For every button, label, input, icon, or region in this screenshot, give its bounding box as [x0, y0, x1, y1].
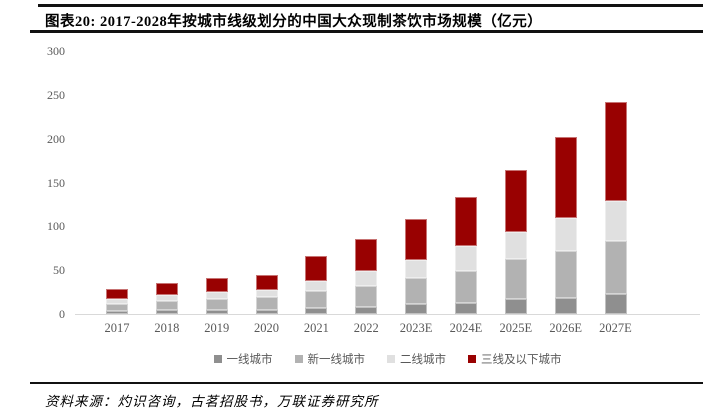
bar-segment-2025E-一线城市 [504, 299, 527, 314]
bar-segment-2020-一线城市 [255, 309, 278, 314]
bar-segment-2020-二线城市 [255, 290, 278, 298]
legend-swatch-icon [294, 355, 303, 363]
bar-segment-2025E-二线城市 [504, 232, 527, 259]
bar-segment-2021-二线城市 [305, 280, 328, 292]
bar-segment-2024E-二线城市 [454, 245, 477, 272]
legend-swatch-icon [468, 355, 476, 363]
x-axis-tick-label: 2024E [449, 321, 483, 335]
bar-segment-2021-新一线城市 [305, 291, 328, 308]
legend-item-一线城市: 一线城市 [213, 351, 273, 367]
bar-segment-2021-三线及以下城市 [305, 256, 328, 281]
bar-segment-2020-新一线城市 [255, 297, 278, 310]
bar-segment-2025E-三线及以下城市 [504, 170, 527, 233]
bar-segment-2018-一线城市 [155, 310, 178, 314]
bar-segment-2019-二线城市 [205, 292, 228, 300]
x-axis-tick-label: 2020 [254, 321, 280, 335]
x-axis-tick-label: 2026E [549, 321, 582, 335]
chart-legend: 一线城市 新一线城市 二线城市 三线及以下城市 [75, 351, 700, 367]
bar-segment-2027E-三线及以下城市 [604, 101, 627, 201]
y-axis-tick-label: 250 [47, 87, 65, 102]
y-axis-tick-label: 150 [47, 175, 65, 190]
bar-segment-2027E-一线城市 [604, 293, 627, 314]
plot-area: 0 50 100 150 200 250 300 2017 2018 2019 2020 2021 20… [47, 44, 700, 335]
legend-label: 三线及以下城市 [481, 354, 562, 366]
bar-segment-2026E-二线城市 [554, 217, 577, 251]
bar-segment-2018-二线城市 [155, 294, 178, 301]
bar-segment-2022-新一线城市 [355, 285, 378, 307]
bar-segment-2026E-三线及以下城市 [554, 136, 577, 218]
x-axis-tick-label: 2022 [353, 321, 379, 335]
y-axis-tick-label: 100 [47, 219, 65, 234]
bar-segment-2026E-一线城市 [554, 298, 577, 314]
bar-segment-2017-三线及以下城市 [106, 288, 128, 300]
y-axis-tick-label: 300 [47, 44, 65, 58]
x-axis-tick-label: 2021 [303, 321, 329, 335]
y-axis-tick-label: 200 [47, 131, 65, 146]
title-top-rule [38, 4, 703, 7]
bar-segment-2022-二线城市 [355, 271, 378, 286]
x-axis-tick-label: 2025E [499, 321, 533, 335]
bar-segment-2019-三线及以下城市 [205, 278, 228, 293]
bar-segment-2023E-三线及以下城市 [405, 219, 428, 260]
bar-segment-2026E-新一线城市 [554, 250, 577, 299]
legend-item-新一线城市: 新一线城市 [294, 351, 366, 367]
x-axis-tick-label: 2017 [104, 321, 130, 335]
legend-item-三线及以下城市: 三线及以下城市 [468, 351, 562, 367]
bar-segment-2024E-一线城市 [454, 302, 477, 314]
bar-segment-2023E-二线城市 [405, 259, 428, 279]
bar-segment-2017-一线城市 [106, 311, 128, 314]
bar-segment-2020-三线及以下城市 [255, 274, 278, 291]
legend-item-二线城市: 二线城市 [387, 351, 446, 367]
bar-segment-2019-一线城市 [205, 309, 228, 314]
bar-segment-2022-一线城市 [355, 306, 378, 314]
x-axis-tick-label: 2019 [204, 321, 230, 335]
x-axis-line [75, 314, 700, 315]
legend-label: 一线城市 [226, 354, 273, 366]
bar-segment-2019-新一线城市 [205, 299, 228, 310]
y-axis-tick-label: 50 [53, 263, 65, 278]
y-axis-tick-label: 0 [59, 307, 65, 321]
x-axis-tick-label: 2027E [599, 321, 632, 335]
bar-segment-2017-新一线城市 [106, 304, 128, 312]
bar-segment-2027E-二线城市 [604, 200, 627, 242]
bar-segment-2023E-一线城市 [405, 304, 428, 314]
bar-segment-2018-新一线城市 [155, 300, 178, 311]
bar-segment-2025E-新一线城市 [504, 258, 527, 300]
x-axis-tick-label: 2023E [399, 321, 433, 335]
bar-segment-2024E-新一线城市 [454, 271, 477, 303]
bar-segment-2027E-新一线城市 [604, 241, 627, 294]
bar-segment-2023E-新一线城市 [405, 278, 428, 305]
x-axis-tick-label: 2018 [154, 321, 180, 335]
legend-swatch-icon [387, 355, 395, 363]
bar-segment-2017-二线城市 [106, 299, 128, 305]
bar-segment-2021-一线城市 [305, 307, 328, 314]
bar-segment-2022-三线及以下城市 [355, 239, 378, 272]
footer-rule [30, 382, 703, 384]
bar-segment-2024E-三线及以下城市 [454, 196, 477, 246]
bar-segment-2018-三线及以下城市 [155, 283, 178, 295]
title-bottom-rule [30, 30, 703, 33]
legend-label: 新一线城市 [307, 354, 366, 366]
legend-label: 二线城市 [400, 354, 446, 366]
chart-title: 图表20: 2017-2028年按城市线级划分的中国大众现制茶饮市场规模（亿元） [45, 14, 543, 30]
legend-swatch-icon [213, 355, 222, 363]
source-note: 资料来源：灼识咨询，古茗招股书，万联证券研究所 [45, 394, 379, 409]
